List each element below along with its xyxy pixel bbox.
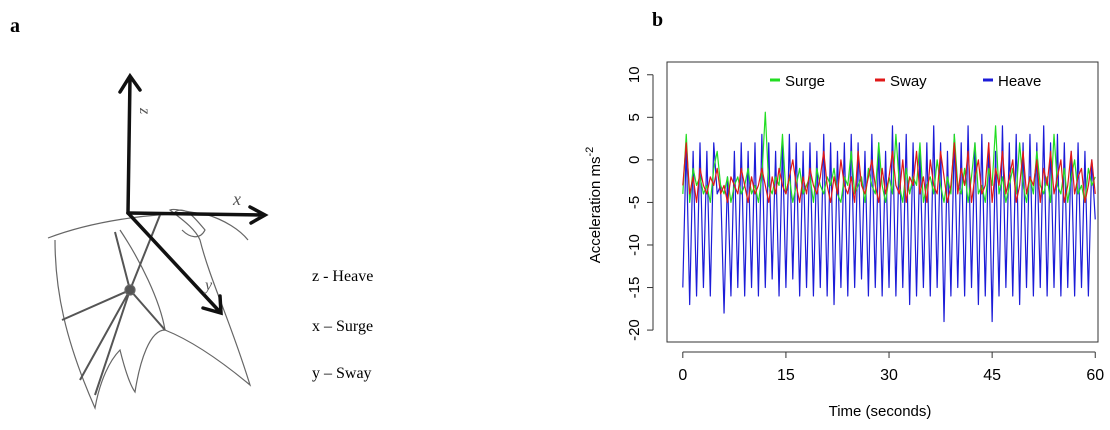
data-line [682, 142, 1096, 204]
wing-right [164, 208, 252, 387]
axis-letter: y [203, 277, 213, 294]
plot: -20 -15 -10 -5 0 5 10 0 15 30 45 60 Heave Surge Sway [626, 61, 1104, 384]
legend-label: Sway [890, 73, 927, 90]
axis-key: z - Heave [312, 268, 373, 285]
y-axis-label: Acceleration ms-2 [584, 147, 604, 264]
y-arrow [126, 211, 223, 316]
axes-arrows [118, 72, 269, 316]
panel-label: b [652, 9, 663, 31]
y-tick-label: -10 [626, 234, 643, 256]
axis-key: x – Surge [312, 318, 373, 335]
z-arrow [118, 72, 142, 215]
data-line [682, 125, 1096, 323]
x-axis-label: Time (seconds) [829, 403, 932, 420]
y-tick-label: -5 [626, 196, 643, 209]
y-tick-label: -20 [626, 319, 643, 341]
plot-frame [666, 61, 1099, 343]
legend-label: Surge [785, 73, 825, 90]
x-tick-label: 15 [777, 367, 795, 384]
x-tick-label: 60 [1086, 367, 1104, 384]
y-axis-label-power: -2 [584, 147, 596, 157]
y-tick-label: 10 [626, 66, 643, 83]
panel-label: a [10, 15, 20, 37]
y-tick-label: 5 [626, 113, 643, 121]
data-line [682, 111, 1096, 204]
x-tick-label: 0 [678, 367, 687, 384]
x-tick-label: 30 [880, 367, 898, 384]
y-axis-label-text: Acceleration ms [587, 157, 604, 264]
y-tick-label: -15 [626, 277, 643, 299]
x-tick-label: 45 [983, 367, 1001, 384]
wrist [124, 284, 136, 296]
axis-letter: x [232, 189, 241, 209]
axis-key: y – Sway [312, 365, 372, 382]
bat-drawing [47, 208, 252, 411]
bat-head [174, 209, 206, 238]
wing-bones [61, 214, 166, 396]
y-tick-label: 0 [626, 156, 643, 164]
x-arrow [126, 205, 269, 225]
axis-letter: z [136, 107, 153, 115]
wing-left [54, 229, 166, 411]
legend-label: Heave [998, 73, 1041, 90]
